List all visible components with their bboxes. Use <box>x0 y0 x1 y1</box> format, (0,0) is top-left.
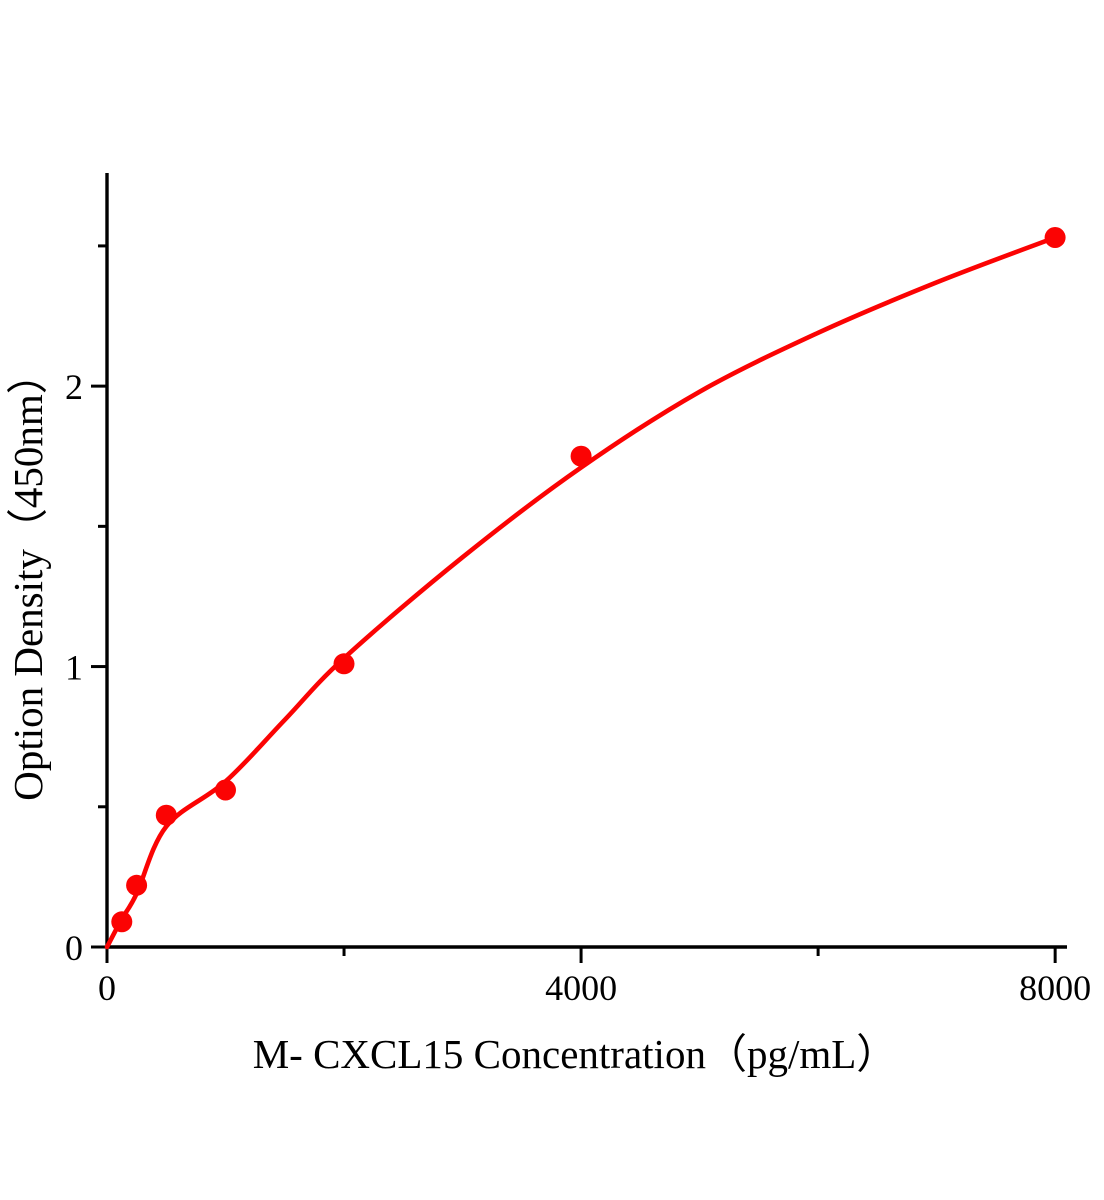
series-layer <box>104 227 1066 950</box>
data-point <box>1044 227 1066 248</box>
data-point <box>126 874 148 896</box>
data-point <box>215 779 236 801</box>
data-point <box>155 804 177 826</box>
data-point <box>111 911 133 933</box>
axes-layer: 0 4000 8000 0 1 2 <box>65 173 1091 1008</box>
y-tick-label: 2 <box>65 367 83 407</box>
data-point <box>570 445 592 467</box>
x-tick-label: 8000 <box>1019 968 1091 1008</box>
y-tick-label: 1 <box>65 648 83 688</box>
standard-curve-line <box>104 235 1058 950</box>
data-point <box>333 653 355 675</box>
x-tick-label: 0 <box>98 968 116 1008</box>
y-axis-title: Option Density（450nm） <box>5 353 51 801</box>
y-tick-label: 0 <box>65 928 83 968</box>
x-tick-label: 4000 <box>545 968 617 1008</box>
x-axis-title: M- CXCL15 Concentration（pg/mL） <box>253 1031 898 1077</box>
